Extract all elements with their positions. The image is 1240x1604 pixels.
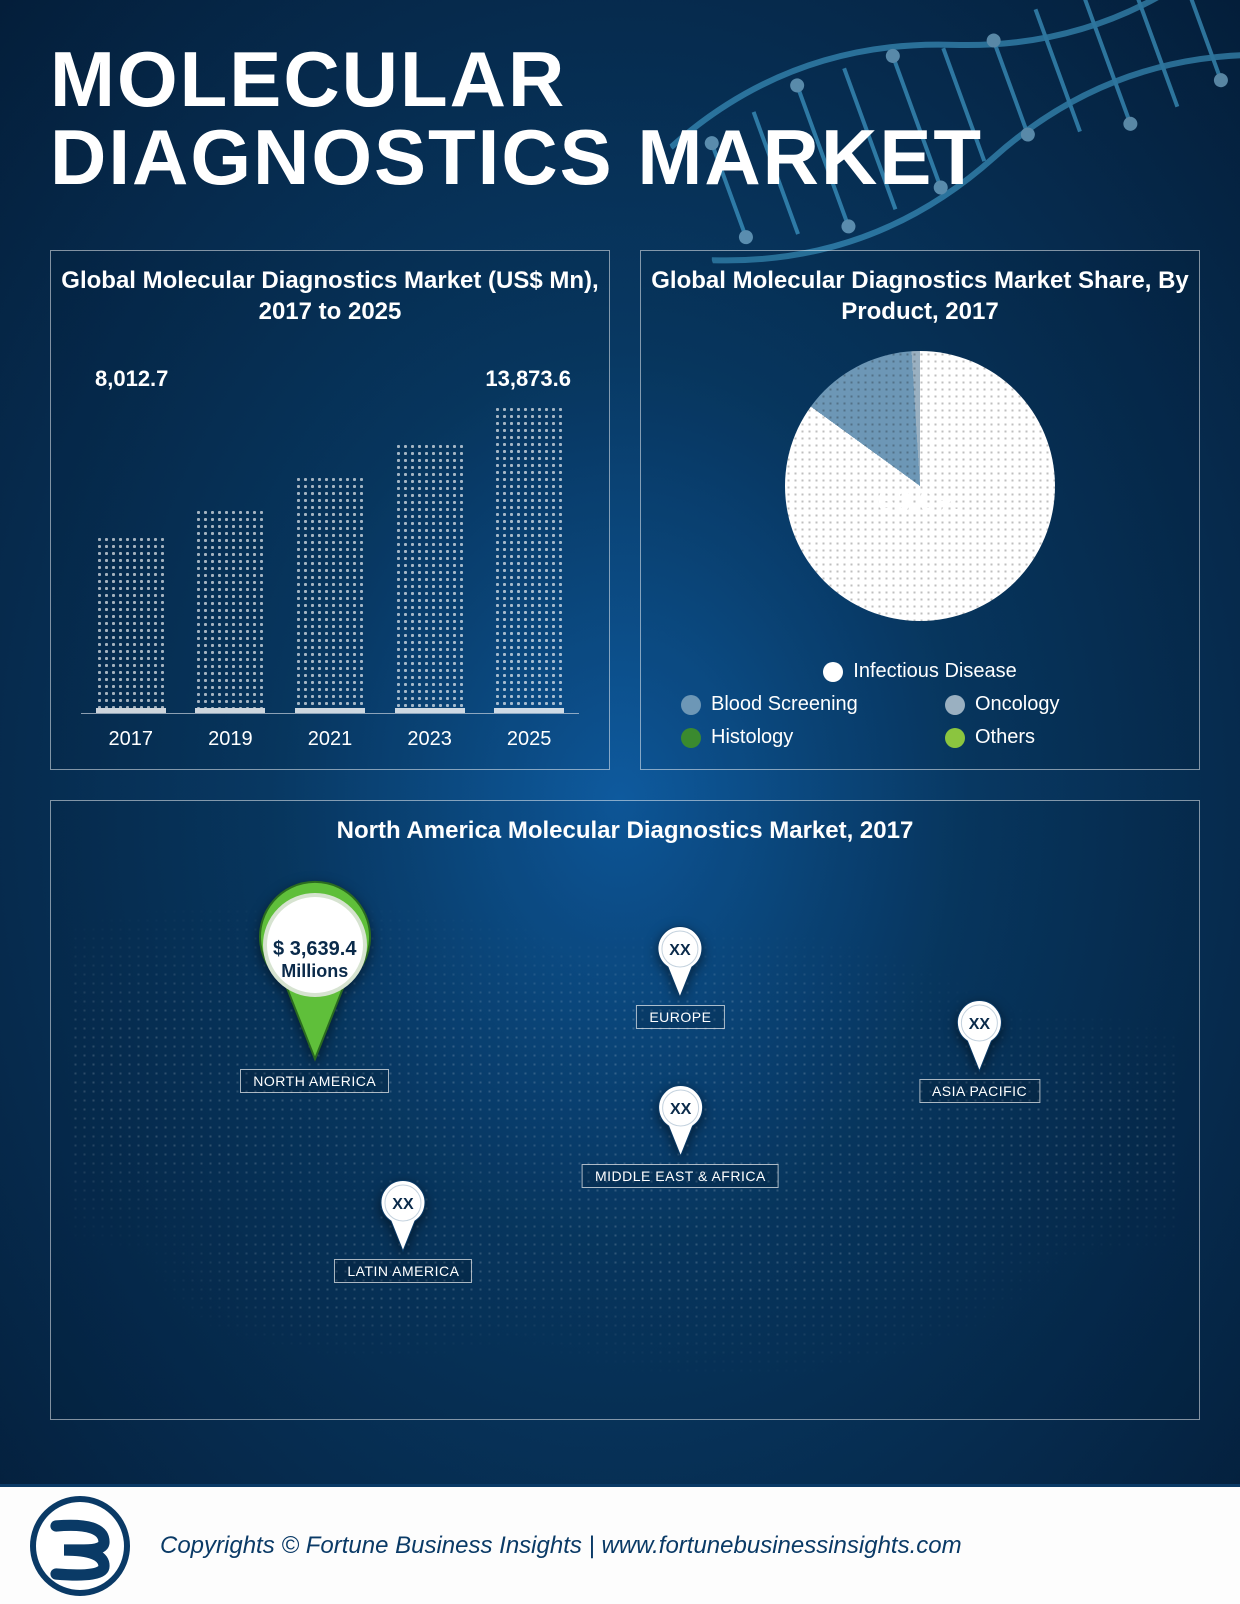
bar-x-axis: 2017 2019 2021 2023 2025 [81, 728, 579, 751]
legend-swatch-3 [681, 728, 701, 748]
footer: Copyrights © Fortune Business Insights |… [0, 1484, 1240, 1604]
bar-xlabel-2019: 2019 [208, 728, 253, 751]
bar-2023 [390, 443, 470, 713]
svg-text:XX: XX [393, 1196, 415, 1213]
pie-chart: 60.0% [785, 351, 1055, 621]
bar-xlabel-2021: 2021 [308, 728, 353, 751]
svg-text:XX: XX [969, 1016, 991, 1033]
map-pin-latin-america: XX LATIN AMERICA [334, 1173, 472, 1283]
map-label: EUROPE [636, 1005, 724, 1029]
bar-2019 [190, 509, 270, 713]
bar-2025 [489, 406, 569, 713]
footer-text: Copyrights © Fortune Business Insights |… [160, 1532, 962, 1560]
map-pin-north-america: NORTH AMERICA [240, 873, 390, 1093]
legend-swatch-4 [945, 728, 965, 748]
title-line1: MOLECULAR [50, 40, 983, 118]
bar-2021 [290, 476, 370, 713]
legend-label-4: Others [975, 726, 1035, 749]
legend-label-3: Histology [711, 726, 793, 749]
map-area: NORTH AMERICA $ 3,639.4Millions XX LATIN AM… [71, 871, 1179, 1399]
bar-xlabel-2023: 2023 [407, 728, 452, 751]
pie-chart-panel: Global Molecular Diagnostics Market Shar… [640, 250, 1200, 770]
bar-2017 [91, 536, 171, 713]
legend-swatch-1 [681, 695, 701, 715]
legend-label-1: Blood Screening [711, 693, 858, 716]
pie-center-label: 60.0% [877, 485, 962, 519]
map-label: MIDDLE EAST & AFRICA [582, 1164, 779, 1188]
map-panel: North America Molecular Diagnostics Mark… [50, 800, 1200, 1420]
legend-label-0: Infectious Disease [853, 660, 1016, 683]
legend-swatch-2 [945, 695, 965, 715]
map-pin-asia-pacific: XX ASIA PACIFIC [919, 993, 1040, 1103]
legend-label-2: Oncology [975, 693, 1060, 716]
map-highlight-value: $ 3,639.4Millions [255, 938, 375, 982]
bar-last-value: 13,873.6 [485, 366, 571, 392]
map-label: ASIA PACIFIC [919, 1079, 1040, 1103]
map-pin-europe: XX EUROPE [636, 919, 724, 1029]
svg-text:XX: XX [670, 942, 692, 959]
title-line2: DIAGNOSTICS MARKET [50, 118, 983, 196]
pie-legend: Infectious Disease Blood Screening Oncol… [681, 660, 1159, 749]
bar-xlabel-2017: 2017 [109, 728, 154, 751]
bar-xlabel-2025: 2025 [507, 728, 552, 751]
map-title: North America Molecular Diagnostics Mark… [51, 801, 1199, 852]
bar-chart-title: Global Molecular Diagnostics Market (US$… [51, 251, 609, 333]
svg-text:XX: XX [670, 1101, 692, 1118]
footer-logo [30, 1496, 130, 1596]
map-label: LATIN AMERICA [334, 1259, 472, 1283]
map-pin-label-na: NORTH AMERICA [240, 1069, 389, 1093]
main-title: MOLECULAR DIAGNOSTICS MARKET [50, 40, 983, 196]
map-pin-middle-east-africa: XX MIDDLE EAST & AFRICA [582, 1078, 779, 1188]
bar-chart-area [81, 401, 579, 714]
bar-chart-panel: Global Molecular Diagnostics Market (US$… [50, 250, 610, 770]
pie-chart-title: Global Molecular Diagnostics Market Shar… [641, 251, 1199, 333]
bar-first-value: 8,012.7 [95, 366, 168, 392]
legend-swatch-0 [823, 662, 843, 682]
